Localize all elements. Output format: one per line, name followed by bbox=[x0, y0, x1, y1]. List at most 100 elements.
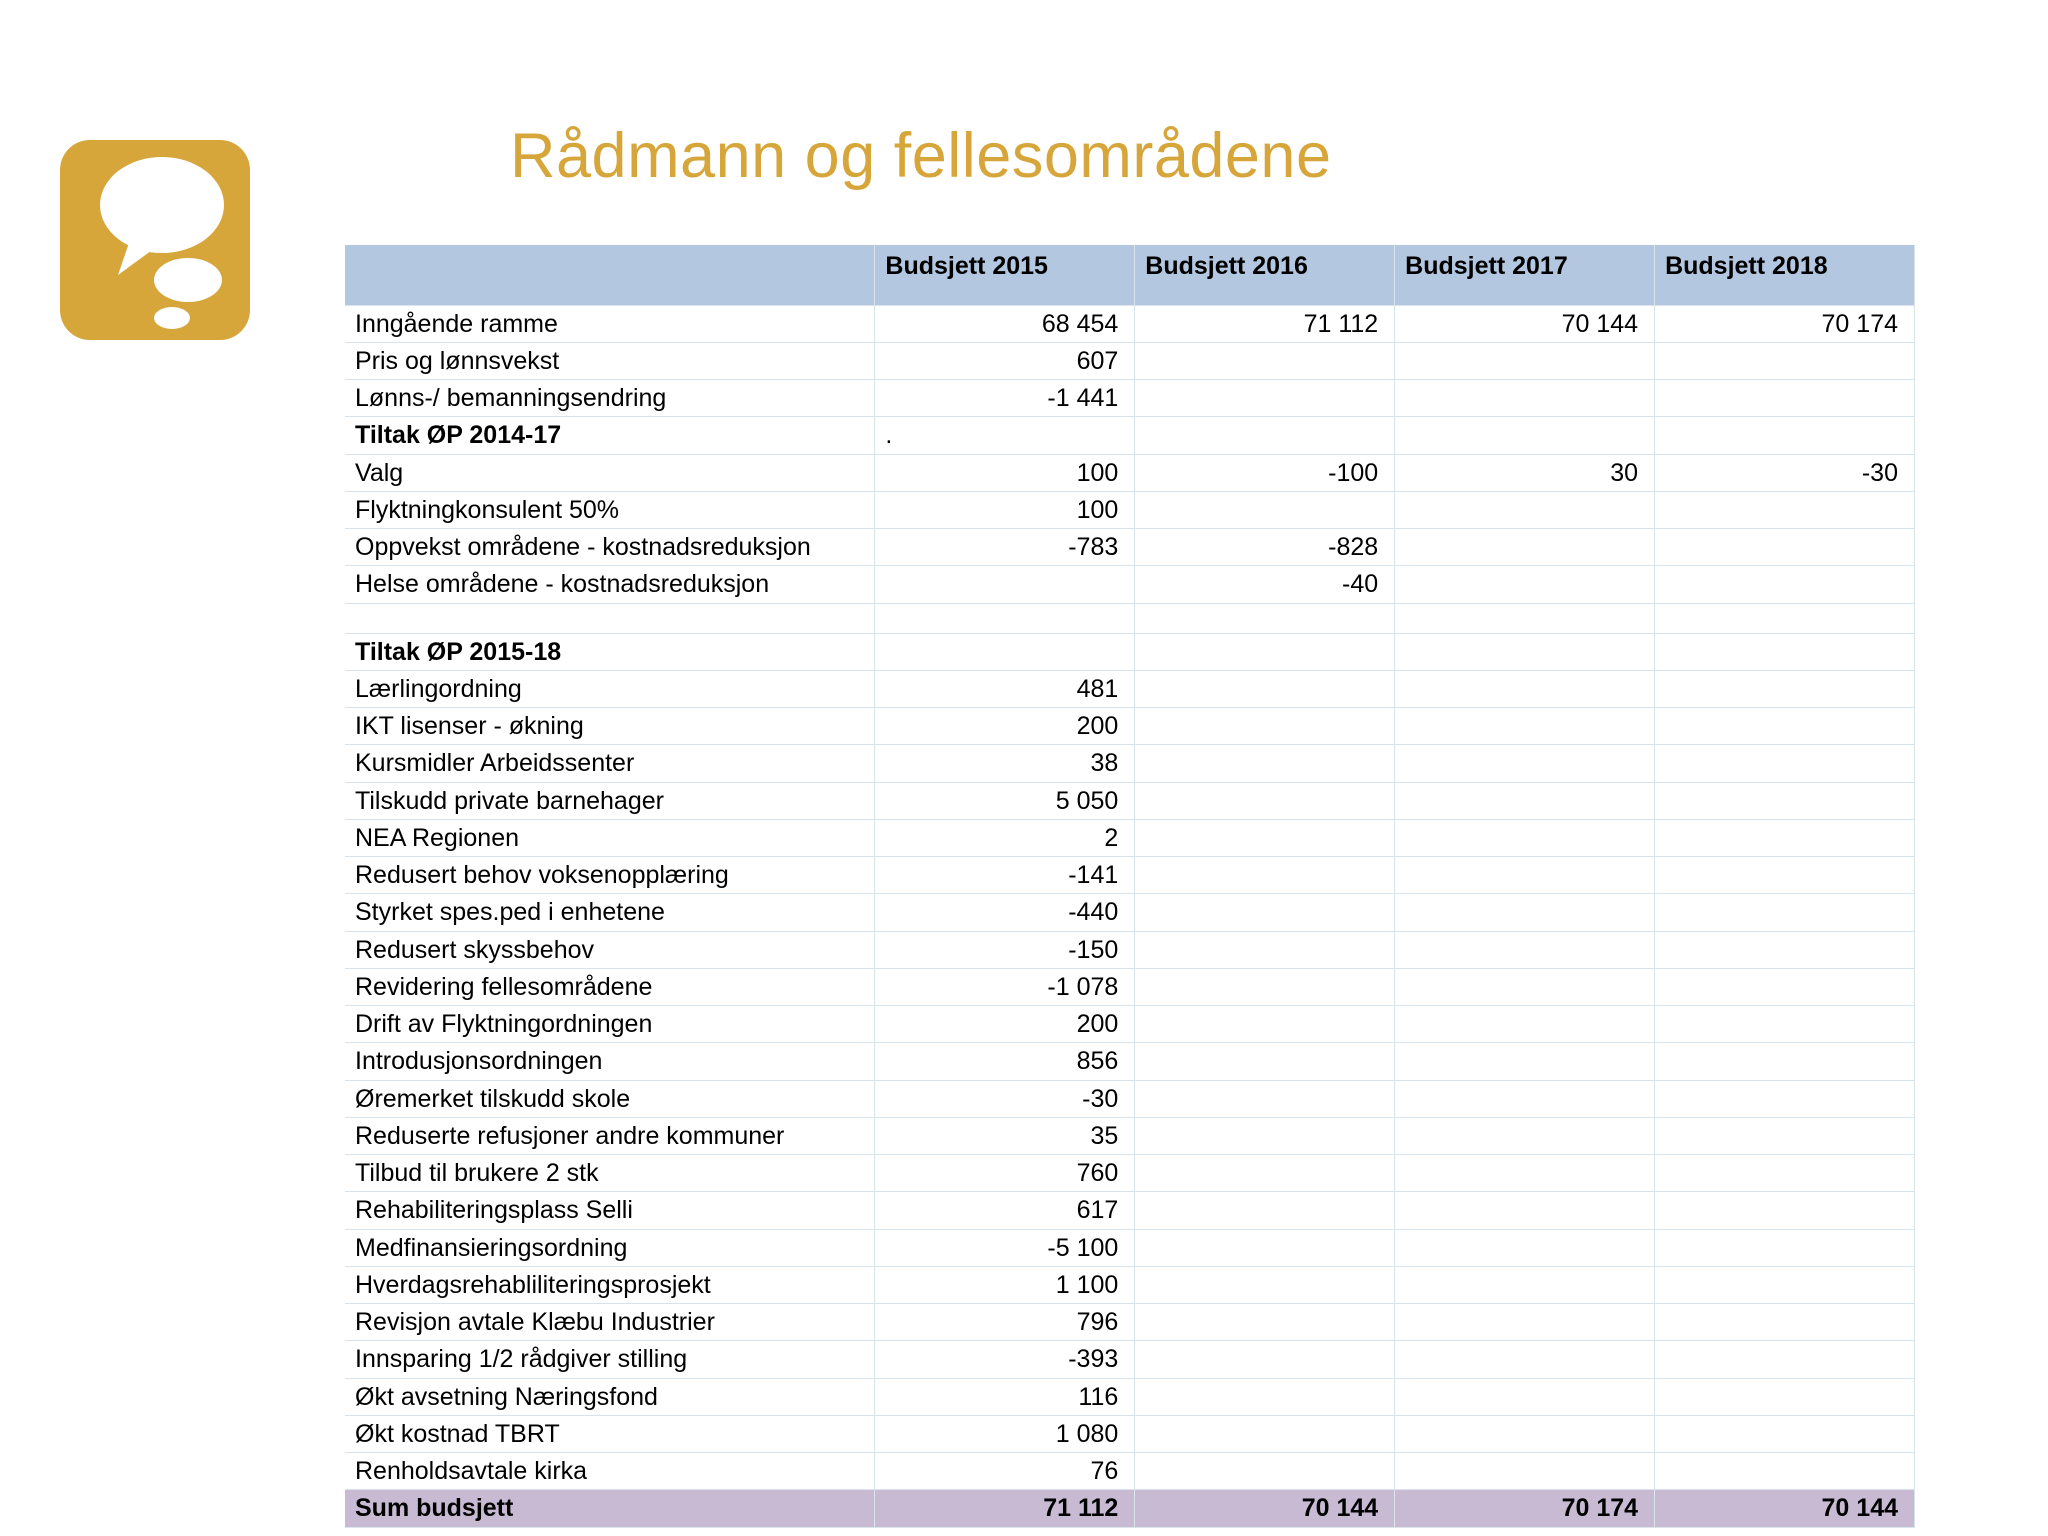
cell-value bbox=[875, 633, 1135, 670]
cell-value: 70 174 bbox=[1655, 305, 1915, 342]
cell-value bbox=[1655, 342, 1915, 379]
cell-value bbox=[1395, 417, 1655, 454]
table-row: Revisjon avtale Klæbu Industrier796 bbox=[345, 1304, 1915, 1341]
row-label: Tilbud til brukere 2 stk bbox=[345, 1155, 875, 1192]
row-label: Reduserte refusjoner andre kommuner bbox=[345, 1117, 875, 1154]
col-header-empty bbox=[345, 245, 875, 305]
table-row: Medfinansieringsordning-5 100 bbox=[345, 1229, 1915, 1266]
cell-value bbox=[1655, 529, 1915, 566]
table-row: Revidering fellesområdene-1 078 bbox=[345, 968, 1915, 1005]
table-row: Sum budsjett71 11270 14470 17470 144 bbox=[345, 1490, 1915, 1527]
cell-value bbox=[1395, 670, 1655, 707]
cell-value: 35 bbox=[875, 1117, 1135, 1154]
cell-value bbox=[1135, 1229, 1395, 1266]
cell-value bbox=[1655, 1304, 1915, 1341]
cell-value bbox=[1655, 857, 1915, 894]
cell-value: 2 bbox=[875, 819, 1135, 856]
row-label: Sum budsjett bbox=[345, 1490, 875, 1527]
col-header-2018: Budsjett 2018 bbox=[1655, 245, 1915, 305]
table-row: IKT lisenser - økning200 bbox=[345, 708, 1915, 745]
cell-value: -1 078 bbox=[875, 968, 1135, 1005]
cell-value bbox=[1135, 857, 1395, 894]
row-label bbox=[345, 603, 875, 633]
cell-value bbox=[1655, 1006, 1915, 1043]
row-label: NEA Regionen bbox=[345, 819, 875, 856]
table-row bbox=[345, 603, 1915, 633]
cell-value: 481 bbox=[875, 670, 1135, 707]
budget-table: Budsjett 2015 Budsjett 2016 Budsjett 201… bbox=[345, 245, 1915, 1528]
cell-value: 1 100 bbox=[875, 1266, 1135, 1303]
cell-value bbox=[1655, 603, 1915, 633]
cell-value bbox=[1395, 745, 1655, 782]
table-row: Pris og lønnsvekst607 bbox=[345, 342, 1915, 379]
row-label: Revidering fellesområdene bbox=[345, 968, 875, 1005]
row-label: Øremerket tilskudd skole bbox=[345, 1080, 875, 1117]
cell-value: 71 112 bbox=[875, 1490, 1135, 1527]
row-label: Flyktningkonsulent 50% bbox=[345, 491, 875, 528]
table-row: Renholdsavtale kirka76 bbox=[345, 1453, 1915, 1490]
cell-value: 607 bbox=[875, 342, 1135, 379]
cell-value bbox=[1395, 380, 1655, 417]
cell-value bbox=[1135, 1378, 1395, 1415]
cell-value bbox=[1395, 1229, 1655, 1266]
cell-value bbox=[1395, 1415, 1655, 1452]
cell-value bbox=[1655, 1043, 1915, 1080]
cell-value bbox=[1395, 1117, 1655, 1154]
cell-value: 200 bbox=[875, 1006, 1135, 1043]
cell-value: -30 bbox=[875, 1080, 1135, 1117]
cell-value bbox=[1395, 931, 1655, 968]
cell-value bbox=[1135, 1117, 1395, 1154]
cell-value: 856 bbox=[875, 1043, 1135, 1080]
cell-value: 70 144 bbox=[1655, 1490, 1915, 1527]
table-row: Introdusjonsordningen856 bbox=[345, 1043, 1915, 1080]
table-row: Helse områdene - kostnadsreduksjon-40 bbox=[345, 566, 1915, 603]
row-label: Introdusjonsordningen bbox=[345, 1043, 875, 1080]
cell-value bbox=[1395, 1006, 1655, 1043]
cell-value bbox=[1655, 894, 1915, 931]
cell-value bbox=[1655, 1266, 1915, 1303]
table-row: Hverdagsrehabliliteringsprosjekt1 100 bbox=[345, 1266, 1915, 1303]
cell-value bbox=[1135, 1341, 1395, 1378]
cell-value: -100 bbox=[1135, 454, 1395, 491]
row-label: Tilskudd private barnehager bbox=[345, 782, 875, 819]
cell-value bbox=[1655, 1229, 1915, 1266]
cell-value bbox=[875, 566, 1135, 603]
table-row: Reduserte refusjoner andre kommuner35 bbox=[345, 1117, 1915, 1154]
row-label: Styrket spes.ped i enhetene bbox=[345, 894, 875, 931]
row-label: Hverdagsrehabliliteringsprosjekt bbox=[345, 1266, 875, 1303]
cell-value: 71 112 bbox=[1135, 305, 1395, 342]
table-header-row: Budsjett 2015 Budsjett 2016 Budsjett 201… bbox=[345, 245, 1915, 305]
cell-value: 200 bbox=[875, 708, 1135, 745]
cell-value bbox=[1655, 1378, 1915, 1415]
cell-value bbox=[1135, 380, 1395, 417]
table-row: Øremerket tilskudd skole-30 bbox=[345, 1080, 1915, 1117]
row-label: Lønns-/ bemanningsendring bbox=[345, 380, 875, 417]
table-row: Valg100-10030-30 bbox=[345, 454, 1915, 491]
cell-value: -783 bbox=[875, 529, 1135, 566]
cell-value bbox=[1395, 529, 1655, 566]
cell-value: 70 174 bbox=[1395, 1490, 1655, 1527]
cell-value bbox=[1135, 819, 1395, 856]
table-row: Økt kostnad TBRT1 080 bbox=[345, 1415, 1915, 1452]
cell-value: 1 080 bbox=[875, 1415, 1135, 1452]
cell-value bbox=[1395, 566, 1655, 603]
cell-value bbox=[1135, 894, 1395, 931]
cell-value: -150 bbox=[875, 931, 1135, 968]
table-row: Kursmidler Arbeidssenter38 bbox=[345, 745, 1915, 782]
cell-value bbox=[1395, 1453, 1655, 1490]
row-label: Økt kostnad TBRT bbox=[345, 1415, 875, 1452]
cell-value: 100 bbox=[875, 454, 1135, 491]
cell-value: 760 bbox=[875, 1155, 1135, 1192]
table-row: NEA Regionen2 bbox=[345, 819, 1915, 856]
row-label: Økt avsetning Næringsfond bbox=[345, 1378, 875, 1415]
table-row: Flyktningkonsulent 50%100 bbox=[345, 491, 1915, 528]
page-title: Rådmann og fellesområdene bbox=[510, 120, 1332, 192]
row-label: Valg bbox=[345, 454, 875, 491]
table-row: Tilbud til brukere 2 stk760 bbox=[345, 1155, 1915, 1192]
cell-value bbox=[1395, 782, 1655, 819]
cell-value: 617 bbox=[875, 1192, 1135, 1229]
cell-value bbox=[1395, 819, 1655, 856]
row-label: Innsparing 1/2 rådgiver stilling bbox=[345, 1341, 875, 1378]
table-row: Redusert behov voksenopplæring-141 bbox=[345, 857, 1915, 894]
table-row: Drift av Flyktningordningen200 bbox=[345, 1006, 1915, 1043]
